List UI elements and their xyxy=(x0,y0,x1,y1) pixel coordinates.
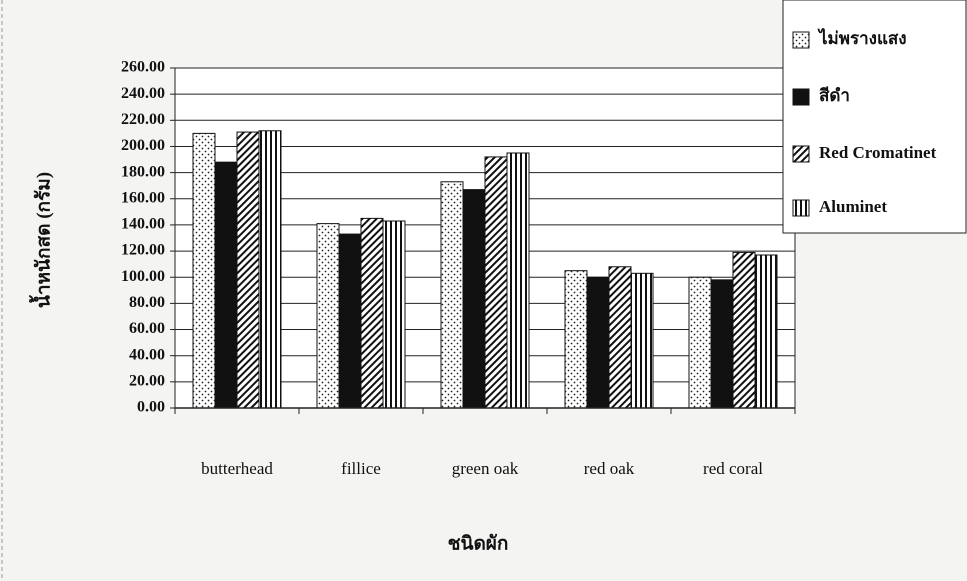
bar xyxy=(630,272,654,409)
legend-label: สีดำ xyxy=(819,85,850,105)
bar xyxy=(484,156,508,409)
legend-swatch xyxy=(792,88,810,106)
bar xyxy=(564,270,588,409)
x-tick-label: red oak xyxy=(584,459,635,478)
bar xyxy=(506,152,530,409)
bar xyxy=(192,132,216,409)
y-tick-label: 20.00 xyxy=(129,373,165,390)
bar xyxy=(688,276,712,409)
legend-label: Aluminet xyxy=(819,197,887,216)
legend-swatch xyxy=(792,199,810,217)
bar xyxy=(440,181,464,409)
bar xyxy=(360,217,384,409)
bar xyxy=(338,233,362,409)
x-axis-title: ชนิดผัก xyxy=(448,533,509,554)
y-tick-label: 200.00 xyxy=(121,137,165,154)
y-tick-label: 140.00 xyxy=(121,216,165,233)
bar xyxy=(258,130,282,409)
y-tick-label: 160.00 xyxy=(121,189,165,206)
y-tick-label: 80.00 xyxy=(129,294,165,311)
legend-label: ไม่พรางแสง xyxy=(817,28,907,48)
legend-swatch xyxy=(792,31,810,49)
y-tick-label: 220.00 xyxy=(121,111,165,128)
legend-box xyxy=(782,0,967,234)
x-tick-label: butterhead xyxy=(201,459,273,478)
bar xyxy=(316,223,340,409)
bar xyxy=(462,189,486,409)
y-tick-label: 100.00 xyxy=(121,268,165,285)
y-tick-label: 120.00 xyxy=(121,242,165,259)
bar xyxy=(732,251,756,409)
y-tick-label: 240.00 xyxy=(121,85,165,102)
y-tick-label: 180.00 xyxy=(121,163,165,180)
bar xyxy=(214,161,238,409)
legend-label: Red Cromatinet xyxy=(819,143,937,162)
x-tick-label: green oak xyxy=(452,459,519,478)
bar xyxy=(236,131,260,409)
legend-swatch xyxy=(792,145,810,163)
x-tick-label: red coral xyxy=(703,459,763,478)
bar xyxy=(608,266,632,409)
bar xyxy=(382,220,406,409)
y-tick-label: 260.00 xyxy=(121,59,165,76)
bar xyxy=(710,279,734,409)
x-tick-label: fillice xyxy=(341,459,381,478)
y-tick-label: 0.00 xyxy=(137,399,165,416)
y-tick-label: 60.00 xyxy=(129,320,165,337)
bar xyxy=(754,254,778,409)
y-axis-title: น้ำหนักสด (กรัม) xyxy=(28,172,54,308)
bar xyxy=(586,276,610,409)
y-tick-label: 40.00 xyxy=(129,346,165,363)
